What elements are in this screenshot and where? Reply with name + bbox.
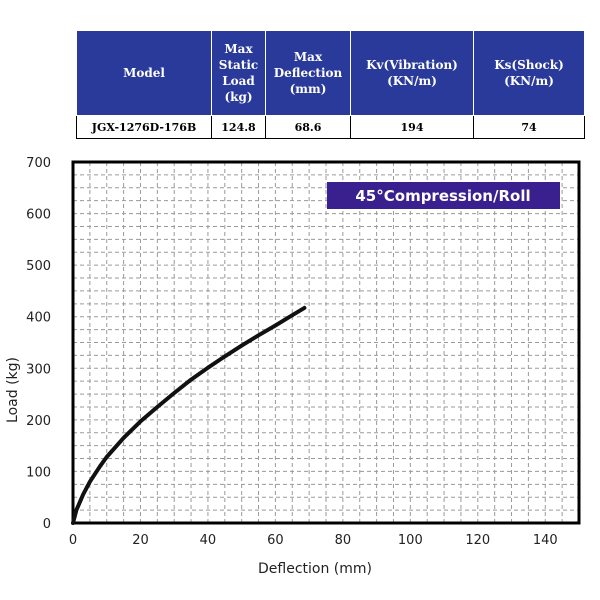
header-max-deflection: Max Deflection (mm) bbox=[265, 30, 351, 116]
header-line: (mm) bbox=[289, 82, 327, 96]
x-tick-label: 60 bbox=[267, 533, 284, 548]
header-kv-vibration: Kv(Vibration) (KN/m) bbox=[350, 30, 474, 116]
x-tick-label: 40 bbox=[200, 533, 217, 548]
chart-title: 45°Compression/Roll bbox=[355, 187, 530, 205]
load-deflection-chart: 0 20 40 60 80 100 120 140 0 100 200 300 400 500 600 700… bbox=[5, 156, 581, 577]
x-axis-label: Deflection (mm) bbox=[258, 561, 372, 577]
cell-ks-shock: 74 bbox=[473, 115, 585, 139]
x-tick-label: 140 bbox=[533, 533, 558, 548]
legend-badge-bg bbox=[327, 182, 560, 209]
header-line: (KN/m) bbox=[387, 74, 437, 88]
y-tick-label: 0 bbox=[43, 517, 51, 532]
x-tick-label: 120 bbox=[465, 533, 490, 548]
x-tick-label: 20 bbox=[132, 533, 149, 548]
legend-badge: 45°Compression/Roll bbox=[327, 182, 560, 209]
x-tick-label: 100 bbox=[398, 533, 423, 548]
plot-frame bbox=[71, 160, 581, 525]
header-line: (KN/m) bbox=[504, 74, 554, 88]
x-tick-label: 80 bbox=[335, 533, 352, 548]
tick-labels: 0 20 40 60 80 100 120 140 0 100 200 300 400 500 600 700 bbox=[26, 156, 558, 548]
y-tick-label: 400 bbox=[26, 311, 51, 326]
header-line: Max bbox=[293, 50, 323, 64]
spec-data-row: JGX-1276D-176B 124.8 68.6 194 74 bbox=[76, 115, 585, 139]
y-tick-label: 600 bbox=[26, 208, 51, 223]
cell-kv-vibration: 194 bbox=[350, 115, 474, 139]
spec-table: Model Max Static Load (kg) Max Deflectio… bbox=[76, 30, 585, 139]
cell-max-static-load: 124.8 bbox=[211, 115, 266, 139]
y-tick-label: 300 bbox=[26, 362, 51, 377]
y-tick-label: 100 bbox=[26, 465, 51, 480]
y-tick-label: 700 bbox=[26, 156, 51, 171]
cell-max-deflection: 68.6 bbox=[265, 115, 351, 139]
grid bbox=[73, 162, 579, 523]
x-tick-label: 0 bbox=[69, 533, 77, 548]
header-ks-shock: Ks(Shock) (KN/m) bbox=[473, 30, 585, 116]
y-tick-label: 500 bbox=[26, 259, 51, 274]
header-line: (kg) bbox=[224, 90, 253, 104]
y-tick-label: 200 bbox=[26, 414, 51, 429]
header-line: Max bbox=[224, 42, 253, 56]
header-max-static-load: Max Static Load (kg) bbox=[211, 30, 266, 116]
cell-model: JGX-1276D-176B bbox=[76, 115, 212, 139]
series-line bbox=[71, 305, 307, 525]
header-line: Load bbox=[222, 74, 255, 88]
header-line: Ks(Shock) bbox=[494, 58, 564, 72]
header-model-label: Model bbox=[123, 66, 165, 80]
y-axis-label: Load (kg) bbox=[5, 357, 21, 423]
header-line: Deflection bbox=[273, 66, 343, 80]
header-model: Model bbox=[76, 30, 212, 116]
header-line: Static bbox=[218, 58, 259, 72]
header-line: Kv(Vibration) bbox=[366, 58, 458, 72]
spec-header-row: Model Max Static Load (kg) Max Deflectio… bbox=[76, 30, 585, 116]
